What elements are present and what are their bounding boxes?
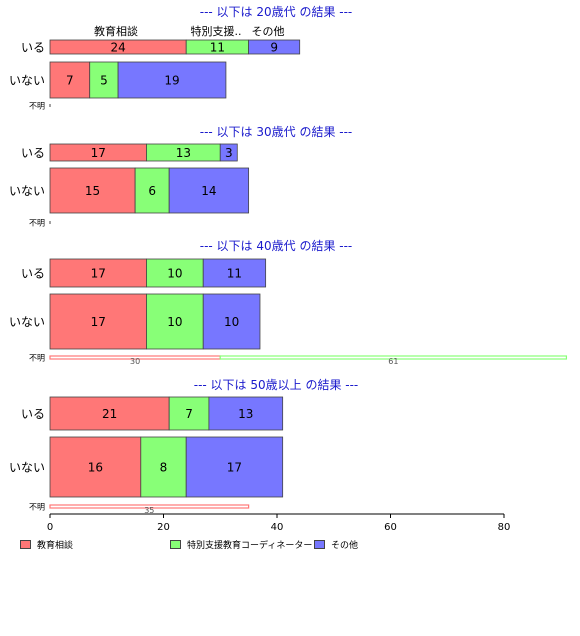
bar-value-2-1-1: 10: [167, 315, 182, 329]
row-label-3-1: いない: [9, 461, 45, 475]
bar-value-0-0-0: 24: [110, 41, 125, 55]
x-tick-label-3: 60: [384, 522, 397, 533]
bar-value-1-0-1: 13: [176, 146, 191, 160]
bar-value-1-0-0: 17: [91, 146, 106, 160]
row-label-2-2: 不明: [29, 354, 45, 363]
bar-3-1-1: [140, 436, 187, 498]
bar-value-1-1-2: 14: [201, 184, 216, 198]
category-header-1: 特別支援..: [191, 24, 242, 38]
bar-value-1-1-0: 15: [85, 184, 100, 198]
bar-0-1-0: [49, 61, 91, 99]
bar-value-2-0-0: 17: [91, 267, 106, 281]
bar-value-3-1-1: 8: [160, 461, 168, 475]
bar-value-2-1-2: 10: [224, 315, 239, 329]
chart-legend: 教育相談 特別支援教育コーディネーター その他: [20, 538, 560, 554]
row-label-0-0: いる: [21, 41, 45, 55]
bar-0-0-2: [248, 39, 301, 55]
bar-2-2-1: [219, 355, 568, 360]
bar-value-2-0-1: 10: [167, 267, 182, 281]
bar-1-0-2: [219, 143, 238, 162]
bar-2-1-2: [202, 293, 261, 350]
legend-label-1: 特別支援教育コーディネーター: [187, 541, 313, 551]
bar-value-3-0-0: 21: [102, 407, 117, 421]
panel-title-3: --- 以下は 50歳以上 の結果 ---: [194, 378, 359, 392]
bar-value-3-2-0: 35: [144, 506, 154, 515]
bar-value-2-2-1: 61: [388, 357, 398, 366]
bar-value-3-1-0: 16: [88, 461, 103, 475]
panel-title-1: --- 以下は 30歳代 の結果 ---: [200, 125, 353, 139]
bar-value-2-1-0: 17: [91, 315, 106, 329]
bar-3-1-0: [49, 436, 142, 498]
bar-0-1-1: [89, 61, 119, 99]
bar-3-1-2: [185, 436, 284, 498]
row-label-1-1: いない: [9, 184, 45, 198]
row-label-1-2: 不明: [29, 219, 45, 228]
x-tick-label-1: 20: [157, 522, 170, 533]
legend-label-0: 教育相談: [37, 541, 74, 551]
bar-1-1-2: [168, 167, 250, 214]
x-tick-label-0: 0: [47, 522, 53, 533]
row-label-2-0: いる: [21, 267, 45, 281]
legend-item-1: 特別支援教育コーディネーター: [170, 538, 312, 551]
row-label-1-0: いる: [21, 146, 45, 160]
legend-swatch-2: [314, 540, 325, 549]
x-tick-label-4: 80: [498, 522, 511, 533]
bar-value-0-1-2: 19: [164, 74, 179, 88]
bar-value-0-0-1: 11: [210, 41, 225, 55]
bar-value-2-0-2: 11: [227, 267, 242, 281]
bar-1-1-1: [134, 167, 170, 214]
legend-item-2: その他: [314, 538, 358, 551]
bar-0-1-2: [117, 61, 227, 99]
bar-3-0-2: [208, 396, 284, 431]
bar-1-1-0: [49, 167, 136, 214]
row-label-3-2: 不明: [29, 503, 45, 512]
bar-3-2-0: [49, 504, 250, 509]
bar-2-0-1: [146, 258, 204, 288]
legend-item-0: 教育相談: [20, 538, 73, 551]
legend-label-2: その他: [331, 541, 359, 551]
bar-value-0-1-0: 7: [66, 74, 74, 88]
row-label-0-2: 不明: [29, 102, 45, 111]
x-tick-label-2: 40: [271, 522, 284, 533]
bar-value-0-0-2: 9: [270, 41, 278, 55]
bar-value-0-1-1: 5: [100, 74, 108, 88]
category-header-0: 教育相談: [94, 24, 138, 38]
bar-value-3-0-2: 13: [238, 407, 253, 421]
bar-3-0-0: [49, 396, 170, 431]
legend-swatch-1: [170, 540, 181, 549]
row-label-2-1: いない: [9, 315, 45, 329]
bar-value-3-1-2: 17: [227, 461, 242, 475]
category-header-2: その他: [252, 25, 285, 38]
bar-2-0-2: [202, 258, 267, 288]
panel-title-2: --- 以下は 40歳代 の結果 ---: [200, 239, 353, 253]
bar-value-3-0-1: 7: [185, 407, 193, 421]
bar-value-1-1-1: 6: [148, 184, 156, 198]
panel-title-0: --- 以下は 20歳代 の結果 ---: [200, 5, 353, 19]
row-label-3-0: いる: [21, 407, 45, 421]
legend-swatch-0: [20, 540, 31, 549]
bar-2-1-0: [49, 293, 147, 350]
bar-value-1-0-2: 3: [225, 146, 233, 160]
bar-3-0-1: [168, 396, 210, 431]
row-label-0-1: いない: [9, 74, 45, 88]
bar-value-2-2-0: 30: [130, 357, 140, 366]
bar-2-0-0: [49, 258, 147, 288]
bar-2-1-1: [146, 293, 204, 350]
